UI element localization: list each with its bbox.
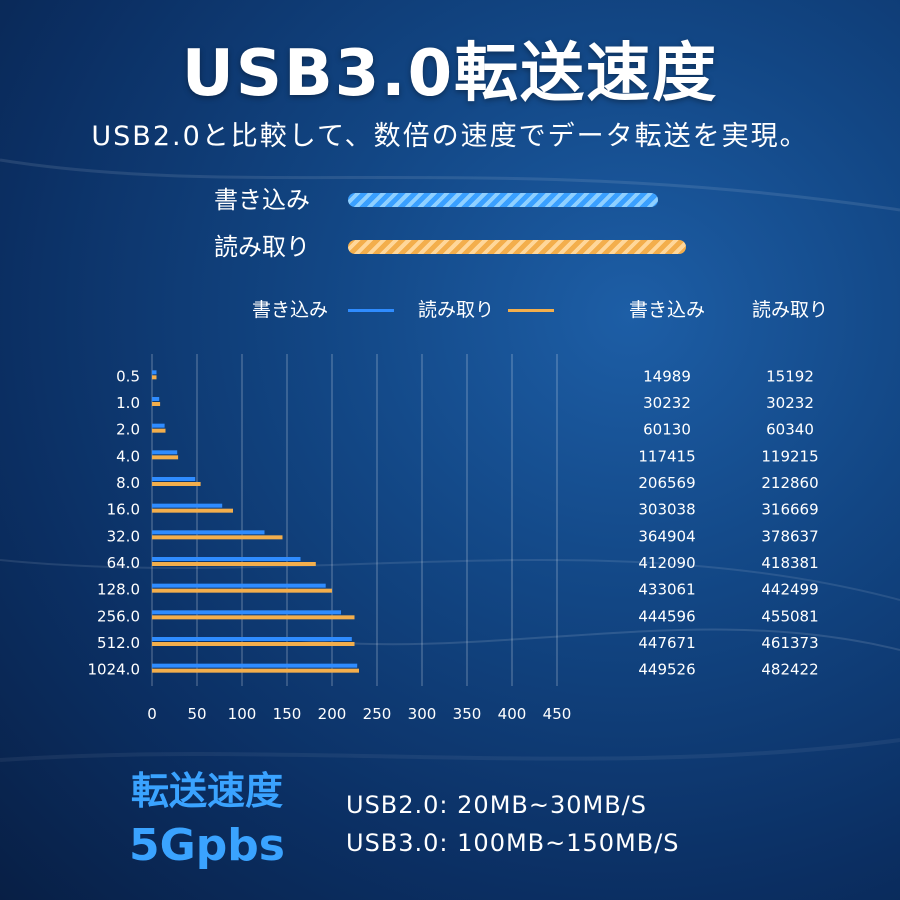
bar-write-2: [152, 423, 165, 428]
y-tick-label-8: 128.0: [97, 581, 140, 599]
y-tick-label-2: 2.0: [116, 421, 140, 439]
bar-write-10: [152, 637, 352, 641]
y-tick-label-0: 0.5: [116, 367, 140, 385]
bar-write-4: [152, 477, 196, 481]
bar-write-5: [152, 503, 223, 508]
bar-write-8: [152, 583, 326, 588]
chart-legend-read: 読み取り: [418, 298, 568, 322]
bar-read-4: [152, 482, 201, 486]
y-tick-label-10: 512.0: [97, 634, 140, 652]
bar-read-5: [152, 508, 233, 513]
table-write-value-7: 412090: [638, 554, 695, 572]
table-read-value-8: 442499: [761, 581, 818, 599]
chart-legend-write-swatch: [348, 309, 394, 312]
bar-read-9: [152, 615, 355, 620]
y-tick-label-1: 1.0: [116, 394, 140, 412]
bar-read-6: [152, 535, 283, 540]
transfer-speed-badge: 転送速度 5Gpbs: [124, 765, 290, 875]
table-write-value-8: 433061: [638, 581, 695, 599]
x-tick-label-8: 400: [498, 705, 527, 723]
table-read-value-4: 212860: [761, 474, 818, 492]
legend-top-read: 読み取り: [214, 232, 694, 262]
table-write-value-0: 14989: [643, 367, 691, 385]
legend-top-read-bar: [348, 240, 686, 254]
legend-top-read-label: 読み取り: [214, 233, 310, 261]
x-tick-label-1: 50: [187, 705, 206, 723]
bar-write-1: [152, 397, 160, 401]
bar-write-0: [152, 370, 157, 375]
bar-write-9: [152, 610, 341, 615]
x-tick-label-7: 350: [453, 705, 482, 723]
usb2-speed: USB2.0: 20MB~30MB/S: [346, 791, 647, 819]
table-write-value-9: 444596: [638, 607, 695, 625]
table-header-write: 書き込み: [628, 299, 705, 321]
table-read-value-1: 30232: [766, 394, 814, 412]
x-tick-label-2: 100: [228, 705, 257, 723]
usb3-speed: USB3.0: 100MB~150MB/S: [346, 829, 680, 857]
bar-read-8: [152, 588, 332, 593]
table-write-value-10: 447671: [638, 634, 695, 652]
x-tick-label-4: 200: [318, 705, 347, 723]
x-tick-label-3: 150: [273, 705, 302, 723]
table-read-value-9: 455081: [761, 607, 818, 625]
bar-write-7: [152, 557, 301, 561]
bar-read-2: [152, 428, 166, 433]
table-read-value-6: 378637: [761, 527, 818, 545]
legend-top-write-bar: [348, 193, 658, 207]
table-write-value-2: 60130: [643, 421, 691, 439]
bar-read-10: [152, 642, 355, 646]
table-write-value-3: 117415: [638, 447, 695, 465]
y-tick-label-7: 64.0: [107, 554, 140, 572]
bar-read-11: [152, 668, 359, 673]
chart-legend-read-label: 読み取り: [418, 299, 495, 321]
x-tick-label-0: 0: [147, 705, 157, 723]
table-read-value-0: 15192: [766, 367, 814, 385]
table-read-value-5: 316669: [761, 501, 818, 519]
table-read-value-3: 119215: [761, 447, 818, 465]
bar-write-11: [152, 663, 358, 668]
table-header-read: 読み取り: [751, 299, 828, 321]
transfer-speed-value: 5Gpbs: [129, 820, 285, 871]
y-tick-label-4: 8.0: [116, 474, 140, 492]
chart-legend-write-label: 書き込み: [252, 299, 329, 321]
table-write-value-4: 206569: [638, 474, 695, 492]
table-read-value-7: 418381: [761, 554, 818, 572]
page-subtitle: USB2.0と比較して、数倍の速度でデータ転送を実現。: [91, 121, 809, 152]
bar-write-3: [152, 450, 178, 455]
table-write-value-11: 449526: [638, 661, 695, 679]
table-write-value-6: 364904: [638, 527, 695, 545]
transfer-speed-label: 転送速度: [130, 769, 283, 813]
table-read-value-2: 60340: [766, 421, 814, 439]
y-tick-label-11: 1024.0: [88, 661, 141, 679]
y-tick-label-5: 16.0: [107, 501, 140, 519]
chart-legend-read-swatch: [508, 309, 554, 312]
y-tick-label-6: 32.0: [107, 527, 140, 545]
table-read-value-10: 461373: [761, 634, 818, 652]
legend-top-write-label: 書き込み: [214, 186, 310, 214]
y-tick-label-3: 4.0: [116, 447, 140, 465]
bar-read-1: [152, 402, 161, 406]
chart-legend-write: 書き込み: [252, 298, 402, 322]
page-title: USB3.0転送速度: [181, 37, 719, 111]
y-tick-label-9: 256.0: [97, 607, 140, 625]
bar-read-3: [152, 455, 179, 460]
table-write-value-1: 30232: [643, 394, 691, 412]
legend-top-write: 書き込み: [214, 185, 694, 215]
table-read-value-11: 482422: [761, 661, 818, 679]
bar-write-6: [152, 530, 265, 535]
x-tick-label-5: 250: [363, 705, 392, 723]
table-write-value-5: 303038: [638, 501, 695, 519]
x-tick-label-6: 300: [408, 705, 437, 723]
bar-read-0: [152, 375, 157, 380]
bar-read-7: [152, 562, 316, 566]
x-tick-label-9: 450: [543, 705, 572, 723]
